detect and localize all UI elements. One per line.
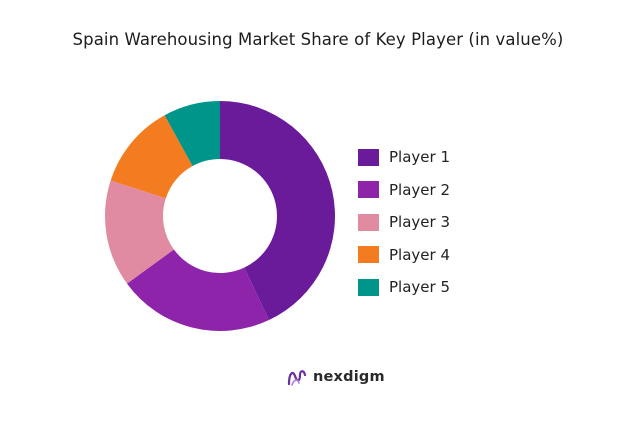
legend-item-player-5: Player 5 xyxy=(358,276,450,298)
legend-item-player-2: Player 2 xyxy=(358,179,450,201)
legend-label: Player 2 xyxy=(389,180,450,199)
legend-swatch xyxy=(358,148,379,166)
brand-logo: nexdigm xyxy=(286,367,385,387)
legend-label: Player 3 xyxy=(389,213,450,231)
slice-player-4 xyxy=(110,115,193,199)
legend-item-player-4: Player 4 xyxy=(358,244,450,266)
legend-swatch xyxy=(358,181,379,198)
legend-label: Player 1 xyxy=(389,148,450,166)
legend-item-player-3: Player 3 xyxy=(358,211,450,233)
legend-label: Player 5 xyxy=(389,278,450,296)
legend-item-player-1: Player 1 xyxy=(358,146,450,168)
slice-player-3 xyxy=(104,180,174,284)
brand-name: nexdigm xyxy=(313,369,385,385)
legend-swatch xyxy=(358,213,379,231)
chart-title: Spain Warehousing Market Share of Key Pl… xyxy=(72,30,564,49)
legend-swatch xyxy=(358,278,379,296)
chart-legend: Player 1 Player 2 Player 3 Player 4 Player 5 xyxy=(358,146,450,309)
slice-player-2 xyxy=(126,249,269,331)
slice-player-5 xyxy=(164,101,220,167)
slice-player-1 xyxy=(220,101,335,321)
nexdigm-logo-icon xyxy=(287,370,307,386)
legend-label: Player 4 xyxy=(389,245,450,264)
legend-swatch xyxy=(358,246,379,263)
